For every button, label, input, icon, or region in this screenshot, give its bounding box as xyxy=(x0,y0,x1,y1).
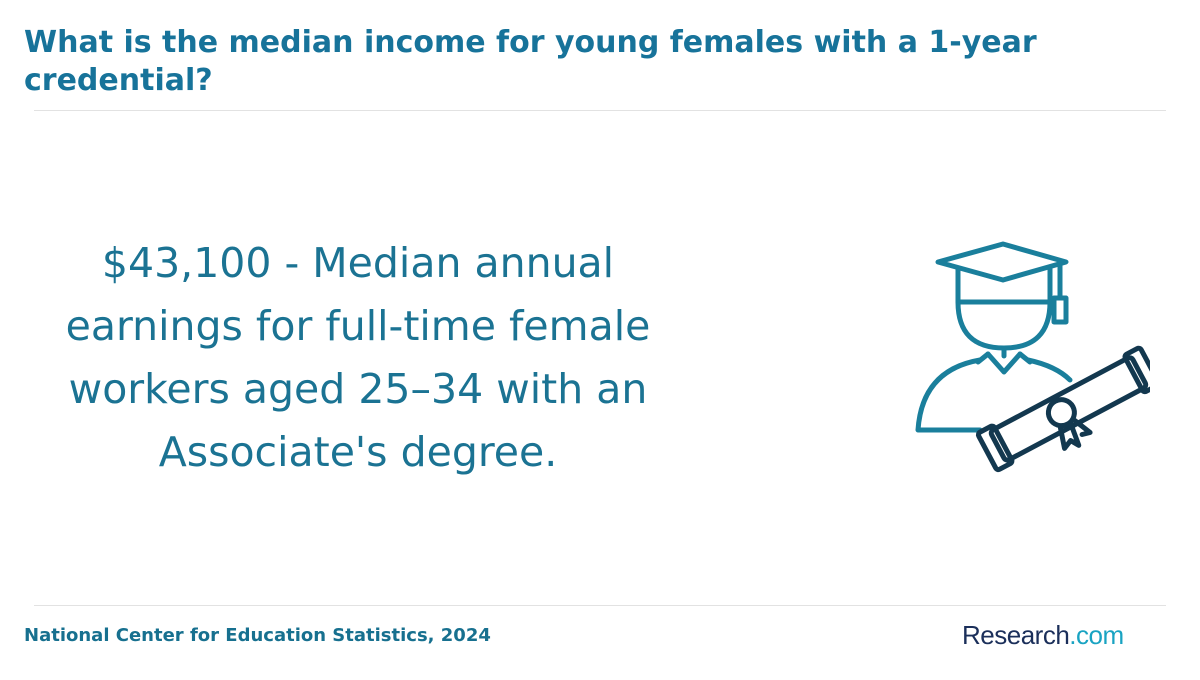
title: What is the median income for young fema… xyxy=(24,25,1037,98)
divider xyxy=(34,110,1166,111)
source: National Center for Education Statistics… xyxy=(24,625,491,646)
logo-name: Research xyxy=(962,620,1070,650)
logo: Research.com xyxy=(962,620,1124,651)
divider xyxy=(34,605,1166,606)
graduate-icon xyxy=(915,241,1150,473)
logo-suffix: .com xyxy=(1069,620,1124,650)
statement: $43,100 - Median annual earnings for ful… xyxy=(65,239,651,476)
